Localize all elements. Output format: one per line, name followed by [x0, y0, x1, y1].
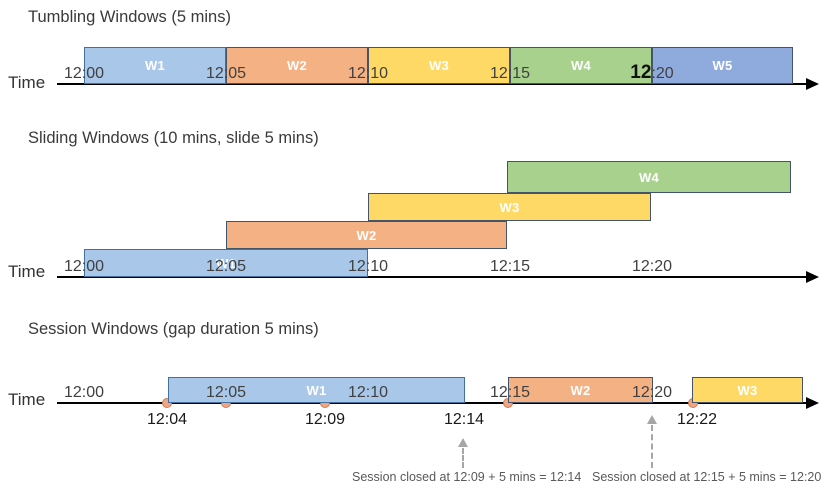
session-closed-note-2: Session closed at 12:15 + 5 mins = 12:20 [592, 470, 822, 484]
tick-12-20: 12:20 [631, 384, 673, 401]
session-time-label: Time [8, 390, 46, 409]
tumbling-time-label: Time [8, 73, 46, 92]
tick-minutes: :20 [651, 65, 674, 82]
window-label: W1 [306, 382, 327, 398]
tick-12-00: 12:00 [63, 384, 105, 401]
sliding-title: Sliding Windows (10 mins, slide 5 mins) [28, 129, 319, 147]
sliding-window-w3: W3 [368, 193, 651, 221]
session-axis [57, 402, 808, 404]
window-label: W5 [712, 58, 733, 73]
sliding-window-w1: W1 [84, 249, 368, 277]
tick-12-05: 12:05 [205, 258, 247, 275]
session-window-w3: W3 [692, 377, 803, 403]
window-label: W4 [570, 58, 592, 73]
tumbling-window-w3: W3 [368, 47, 510, 84]
tick-12-20: 12:20 [624, 62, 680, 84]
tick-12-05: 12:05 [205, 65, 247, 82]
event-time-12-22: 12:22 [676, 411, 718, 428]
event-time-12-09: 12:09 [304, 411, 346, 428]
tick-12-05: 12:05 [205, 384, 247, 401]
sliding-axis-arrow-icon [806, 271, 819, 283]
tick-12-15: 12:15 [489, 65, 531, 82]
tumbling-window-w5: W5 [652, 47, 793, 84]
window-label: W1 [144, 58, 166, 73]
window-label: W2 [286, 58, 308, 73]
event-time-12-14: 12:14 [443, 411, 485, 428]
tick-hours: 12 [630, 62, 652, 83]
callout-arrow-stem [462, 448, 464, 468]
tumbling-window-w4: W4 [510, 47, 652, 84]
tick-12-15: 12:15 [489, 384, 531, 401]
callout-arrow-stem [651, 425, 653, 468]
tick-12-15: 12:15 [489, 258, 531, 275]
tumbling-axis-arrow-icon [806, 78, 819, 90]
sliding-time-label: Time [8, 262, 46, 281]
tick-12-20: 12:20 [631, 258, 673, 275]
tumbling-axis [57, 83, 808, 85]
tick-12-00: 12:00 [63, 65, 105, 82]
tumbling-title: Tumbling Windows (5 mins) [28, 8, 231, 26]
tick-12-10: 12:10 [347, 65, 389, 82]
tick-12-00: 12:00 [63, 258, 105, 275]
window-label: W3 [428, 58, 450, 73]
sliding-window-w4: W4 [507, 161, 791, 193]
session-window-w1: W1 [168, 377, 465, 403]
tick-12-10: 12:10 [347, 384, 389, 401]
sliding-axis [57, 276, 808, 278]
callout-arrow-icon [458, 438, 468, 447]
window-label: W2 [570, 382, 591, 398]
tumbling-window-w2: W2 [226, 47, 368, 84]
window-label: W3 [499, 199, 520, 215]
event-time-12-04: 12:04 [146, 411, 188, 428]
window-label: W2 [356, 227, 377, 243]
tumbling-window-w1: W1 [84, 47, 226, 84]
callout-arrow-icon [647, 415, 657, 424]
sliding-window-w2: W2 [226, 221, 507, 249]
event-dot-12-04 [162, 398, 172, 408]
window-label: W1 [215, 255, 237, 271]
tick-12-10: 12:10 [347, 258, 389, 275]
session-axis-arrow-icon [806, 397, 819, 409]
session-window-w2: W2 [508, 377, 653, 403]
window-label: W3 [737, 382, 758, 398]
window-label: W4 [638, 169, 660, 185]
session-title: Session Windows (gap duration 5 mins) [28, 320, 319, 338]
session-closed-note-1: Session closed at 12:09 + 5 mins = 12:14 [352, 470, 582, 484]
